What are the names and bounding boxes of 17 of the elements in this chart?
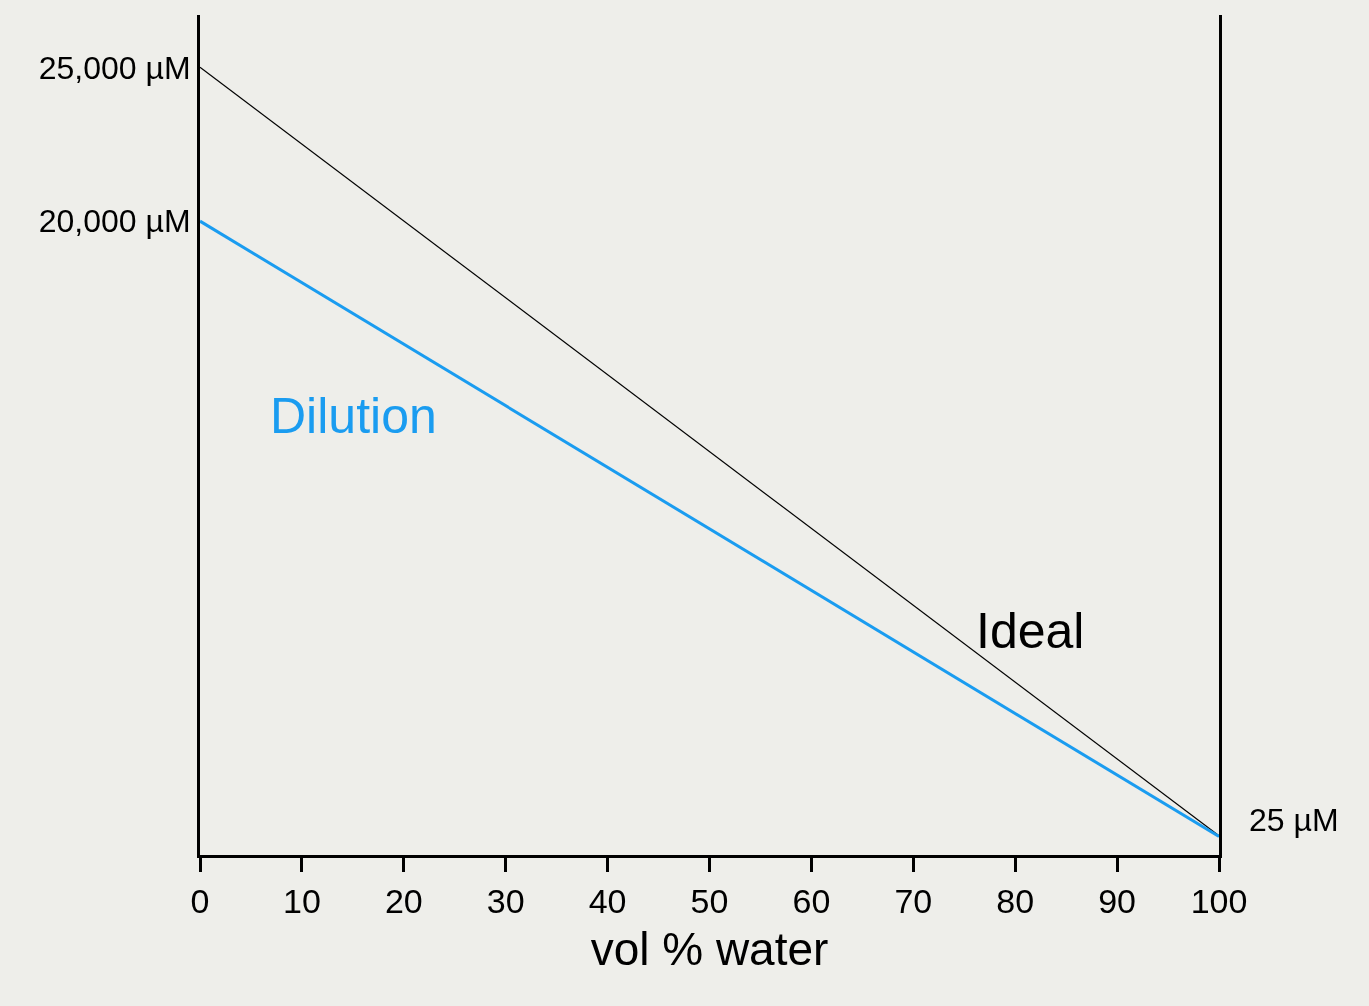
annotation: 25 µM	[1249, 802, 1339, 838]
x-tick-label: 80	[996, 881, 1035, 920]
y-tick-label: 25,000 µM	[38, 49, 191, 86]
x-tick-label: 0	[190, 881, 210, 920]
x-tick-label: 10	[282, 881, 321, 920]
y-tick-label: 20,000 µM	[38, 203, 191, 240]
series-label: Ideal	[976, 603, 1085, 659]
x-tick-label: 70	[894, 881, 933, 920]
x-tick-label: 50	[690, 881, 729, 920]
x-tick-label: 90	[1098, 881, 1137, 920]
x-tick-label: 20	[384, 881, 423, 920]
x-tick-label: 30	[486, 881, 525, 920]
x-tick-label: 40	[588, 881, 627, 920]
x-tick-label: 100	[1190, 881, 1248, 920]
x-tick-label: 60	[792, 881, 831, 920]
series-label: Dilution	[270, 388, 437, 444]
x-axis-title: vol % water	[590, 923, 829, 976]
